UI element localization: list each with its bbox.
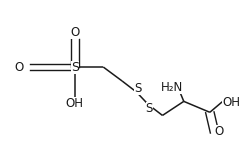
Text: S: S [134, 82, 141, 95]
Text: O: O [15, 61, 24, 73]
Text: H₂N: H₂N [161, 81, 183, 94]
Text: O: O [70, 26, 79, 39]
Text: OH: OH [66, 97, 84, 110]
Text: S: S [146, 102, 153, 115]
Text: OH: OH [222, 96, 240, 109]
Text: O: O [214, 124, 224, 138]
Text: S: S [71, 61, 79, 73]
